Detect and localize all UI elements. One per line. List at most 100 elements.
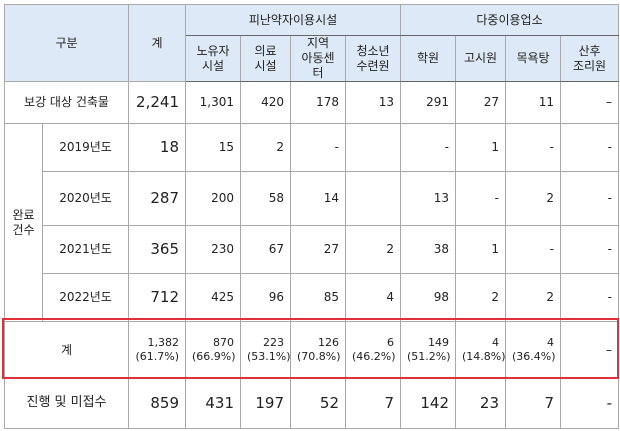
header-cell: 고시원 — [455, 35, 507, 82]
value-cell: 13 — [344, 81, 402, 124]
share: (46.2%) — [352, 350, 396, 363]
share: (51.2%) — [407, 350, 451, 363]
value-cell: 178 — [290, 81, 346, 124]
value-cell: 2 — [505, 273, 562, 322]
value-cell — [344, 171, 402, 226]
value-cell: 13 — [400, 171, 457, 226]
row-label: 2020년도 — [42, 171, 129, 226]
value-cell: 149 (51.2%) — [400, 321, 457, 379]
value-cell: 27 — [290, 225, 346, 274]
value-cell: 2 — [240, 123, 291, 172]
value-cell: 27 — [455, 81, 507, 124]
value-cell: 1 — [455, 225, 507, 274]
value-cell: 291 — [400, 81, 457, 124]
value-cell: 7 — [344, 378, 402, 429]
header-cell: 청소년 수련원 — [344, 35, 402, 82]
value-cell: 1 — [455, 123, 507, 172]
value-cell: 11 — [505, 81, 562, 124]
value-cell: 52 — [290, 378, 346, 429]
count: 4 — [492, 336, 500, 350]
value-cell: 98 — [400, 273, 457, 322]
header-cell: 학원 — [400, 35, 457, 82]
row-label: 계 — [4, 321, 129, 379]
value-cell: 420 — [240, 81, 291, 124]
header-cell: 구분 — [4, 4, 129, 82]
share: (36.4%) — [512, 350, 556, 363]
value-cell: - — [560, 273, 620, 322]
share: (14.8%) — [462, 350, 506, 363]
count: 223 — [263, 336, 284, 350]
table-row: 2021년도 365 230 67 27 2 38 1- - — [5, 225, 620, 274]
count: 126 — [318, 336, 339, 350]
value-cell: 2,241 — [128, 81, 186, 124]
value-cell: - — [505, 225, 562, 274]
header-cell: 의료 시설 — [240, 35, 291, 82]
count: 1,382 — [147, 336, 180, 350]
value-cell: 23 — [455, 378, 507, 429]
value-cell: - — [560, 171, 620, 226]
value-cell: 142 — [400, 378, 457, 429]
value-cell: - — [505, 123, 562, 172]
header-cell: 피난약자이용시설 — [184, 4, 402, 36]
row-label: 진행 및 미접수 — [4, 378, 129, 429]
row-label: 보강 대상 건축물 — [4, 81, 129, 124]
value-cell: - — [560, 225, 620, 274]
row-label: 2019년도 — [42, 123, 129, 172]
value-cell: – — [560, 81, 620, 124]
value-cell: 197 — [240, 378, 291, 429]
value-cell: 712 — [128, 273, 186, 322]
count: 870 — [213, 336, 234, 350]
value-cell: - — [560, 123, 620, 172]
value-cell: 96 — [240, 273, 291, 322]
value-cell: 85 — [290, 273, 346, 322]
value-cell: 431 — [185, 378, 241, 429]
header-cell: 산후 조리원 — [560, 35, 620, 82]
value-cell: 1,382 (61.7%) — [128, 321, 186, 379]
value-cell: 200 — [185, 171, 241, 226]
value-cell: - — [290, 123, 346, 172]
value-cell: 2 — [344, 225, 402, 274]
value-cell: 287 — [128, 171, 186, 226]
row-group-label: 완료 건수 — [4, 123, 43, 322]
row-label: 2021년도 — [42, 225, 129, 274]
share: (66.9%) — [192, 350, 236, 363]
table-row: 2020년도 287 200 58 14 13-2- — [5, 171, 620, 226]
header-cell: 다중이용업소 — [400, 4, 620, 36]
value-cell: - — [455, 171, 507, 226]
count: 149 — [428, 336, 450, 350]
table-row: 진행 및 미접수 859 431 197 52 7 142 23 7- — [4, 378, 620, 429]
value-cell: 7 — [505, 378, 562, 429]
row-label: 2022년도 — [42, 273, 129, 322]
value-cell: 230 — [185, 225, 241, 274]
value-cell — [344, 123, 402, 172]
value-cell: 14 — [290, 171, 346, 226]
header-cell: 목욕탕 — [505, 35, 562, 82]
value-cell: 126 (70.8%) — [290, 321, 346, 379]
value-cell: - — [400, 123, 457, 172]
value-cell: 4 (14.8%) — [455, 321, 507, 379]
value-cell: 58 — [240, 171, 291, 226]
table-row: 완료 건수 2019년도 18 15 2- -1- - — [4, 123, 620, 322]
header-cell: 계 — [128, 4, 186, 82]
share: (70.8%) — [297, 350, 341, 363]
value-cell: 425 — [185, 273, 241, 322]
value-cell: 1,301 — [185, 81, 241, 124]
value-cell: 365 — [128, 225, 186, 274]
value-cell: – — [560, 321, 620, 379]
value-cell: 15 — [185, 123, 241, 172]
value-cell: 67 — [240, 225, 291, 274]
value-cell: 38 — [400, 225, 457, 274]
value-cell: 2 — [505, 171, 562, 226]
data-table: 구분 계 피난약자이용시설 다중이용업소 노유자 시설 의료 시설 지역 아동센터 청… — [4, 4, 620, 429]
value-cell: 4 (36.4%) — [505, 321, 562, 379]
count: 4 — [547, 336, 555, 350]
value-cell: 2 — [455, 273, 507, 322]
table-row: 보강 대상 건축물 2,241 1,301 420 178 13 291 27 11– — [4, 81, 620, 124]
value-cell: 859 — [128, 378, 186, 429]
value-cell: 6 (46.2%) — [344, 321, 402, 379]
value-cell: 223 (53.1%) — [240, 321, 291, 379]
count: 6 — [387, 336, 395, 350]
header-cell: 지역 아동센터 — [290, 35, 346, 82]
value-cell: - — [560, 378, 620, 429]
table-row: 계 1,382 (61.7%) 870 (66.9%) 223 (53.1%) 126 (70.… — [4, 321, 620, 379]
